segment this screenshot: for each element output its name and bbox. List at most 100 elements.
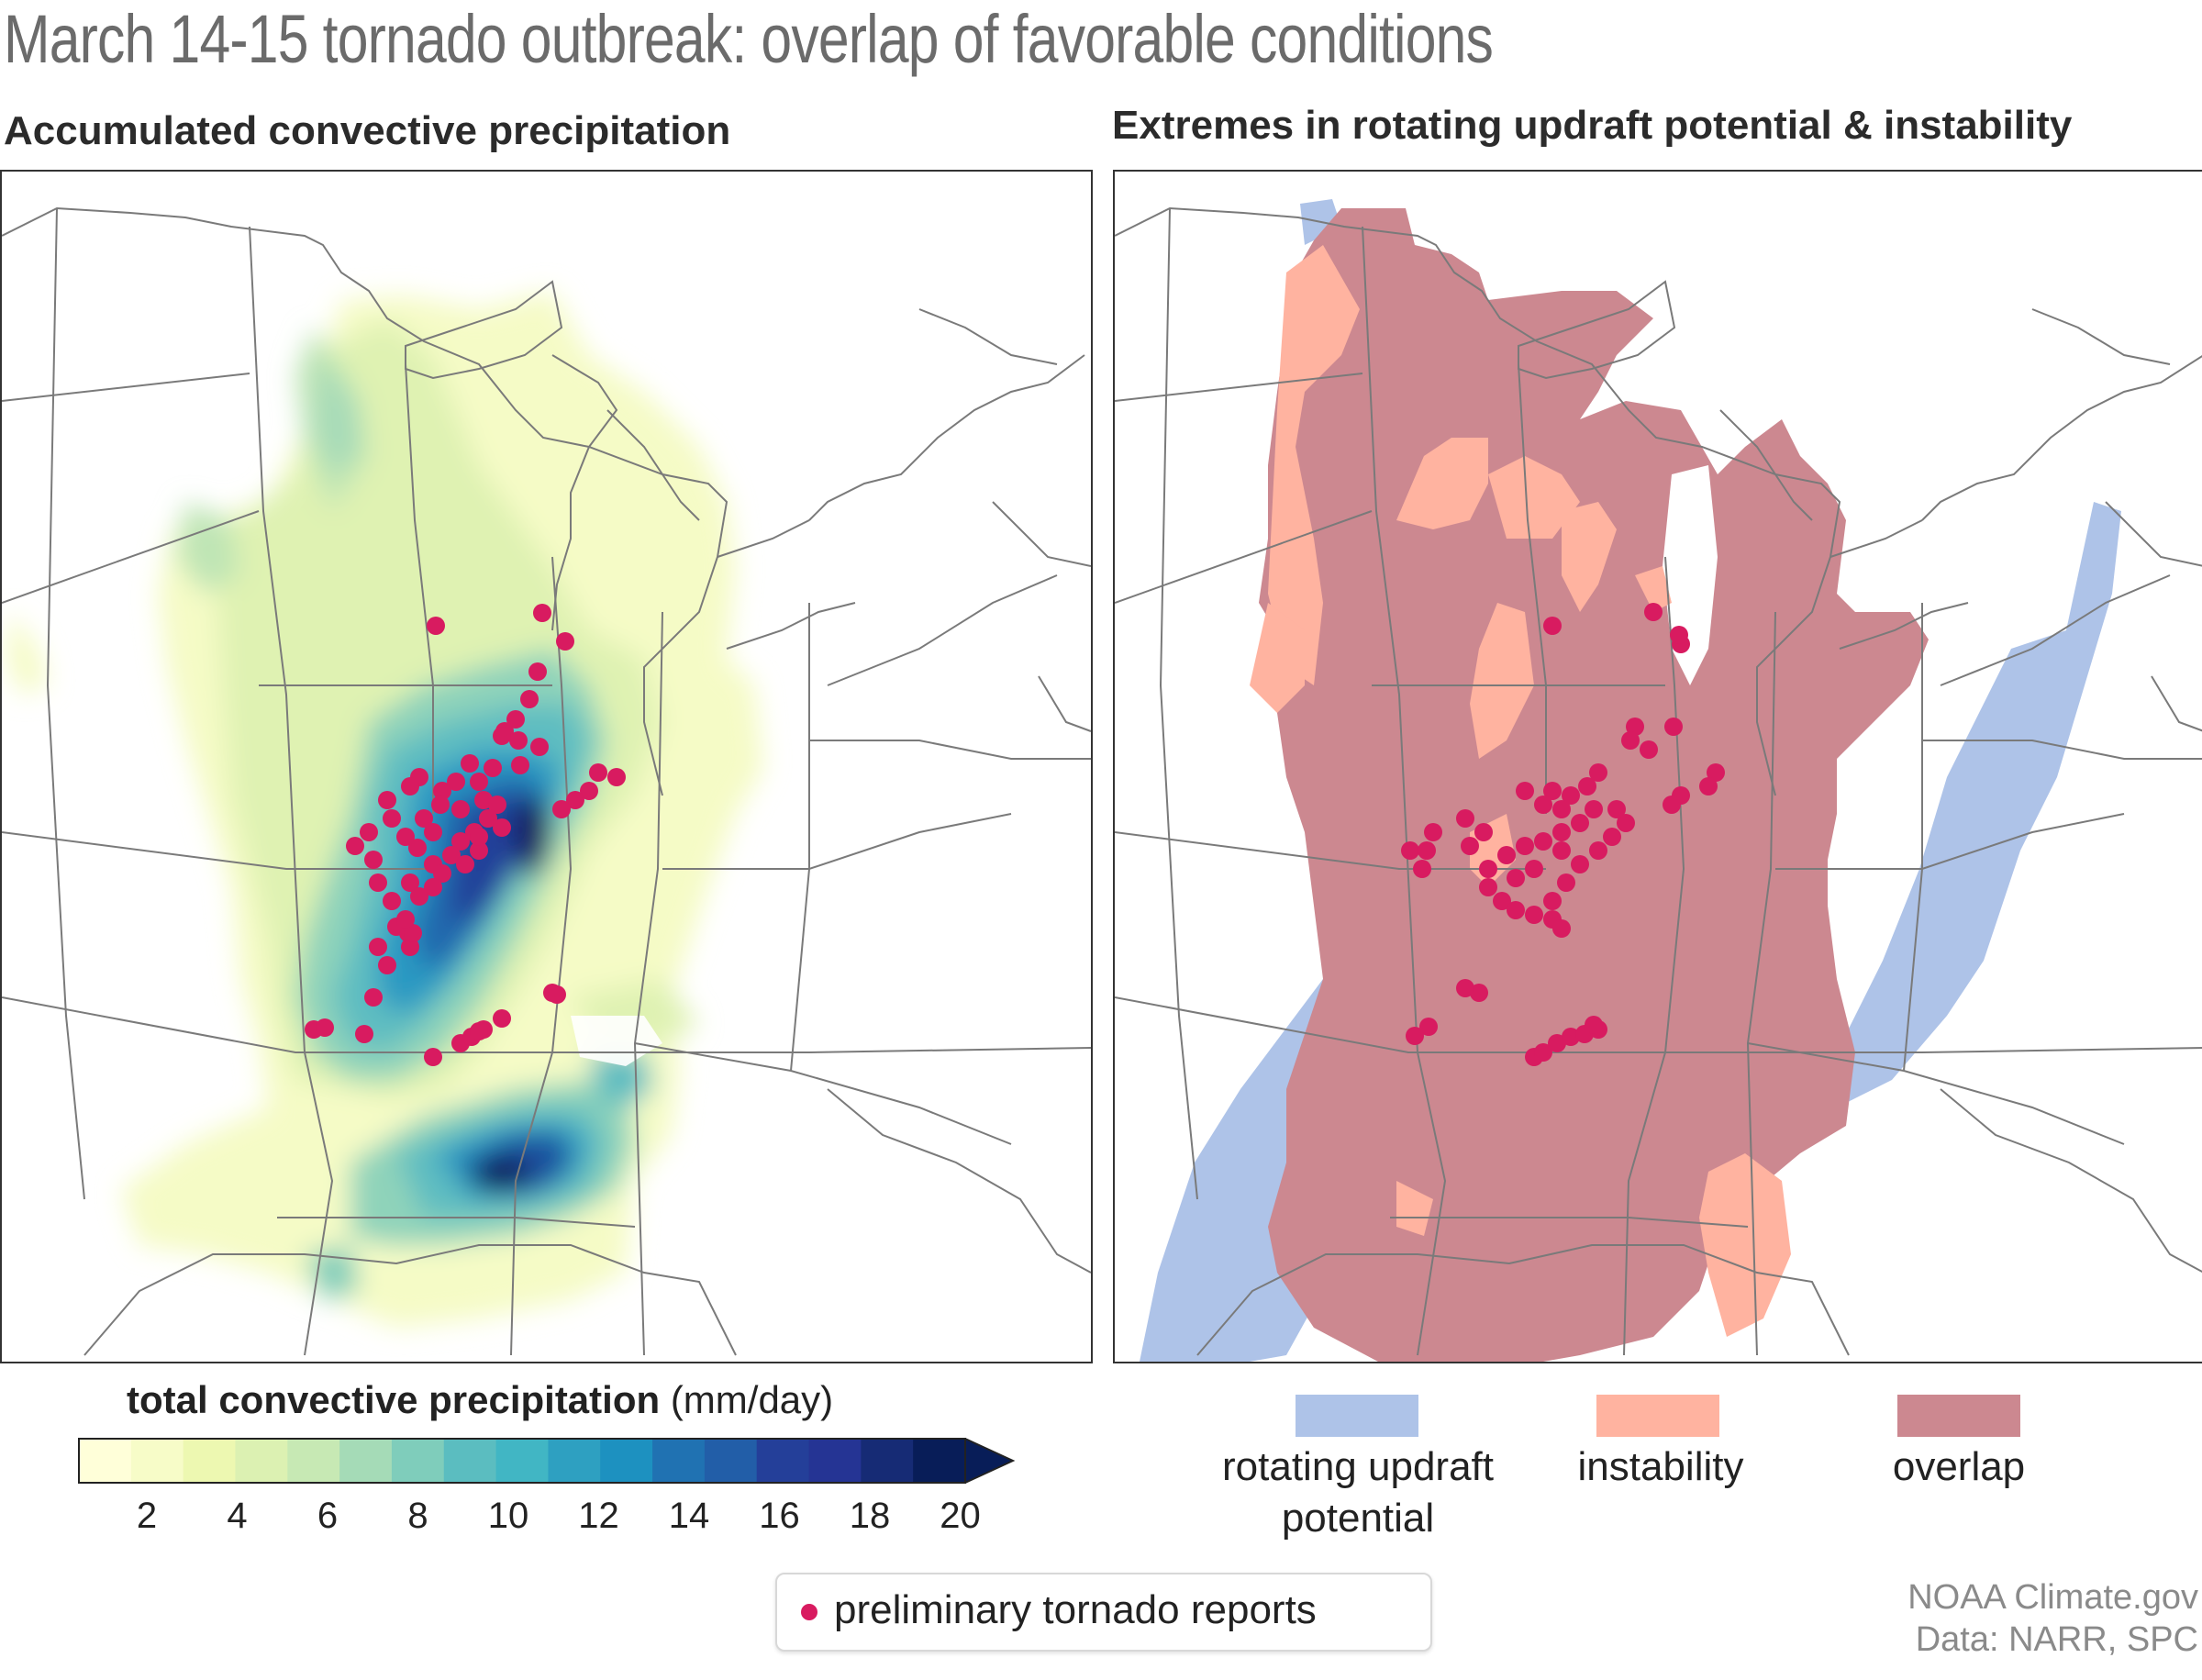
tornado-report-dot <box>509 731 528 750</box>
tornado-report-dot <box>1670 626 1688 644</box>
tornado-report-dot <box>1493 892 1511 910</box>
tornado-report-dot <box>470 841 488 860</box>
colorbar-cell <box>495 1439 550 1483</box>
tornado-report-dot <box>493 727 511 745</box>
tornado-report-dot <box>1406 1027 1424 1045</box>
colorbar-tick-label: 18 <box>849 1496 891 1536</box>
colorbar-tick-label: 16 <box>759 1496 800 1536</box>
tornado-report-dot <box>1585 1016 1603 1034</box>
tornado-report-dot <box>548 985 566 1004</box>
tornado-report-dot <box>378 956 396 974</box>
tornado-report-dot <box>369 938 387 956</box>
colorbar-cell <box>391 1439 445 1483</box>
colorbar-cell <box>913 1439 966 1483</box>
colorbar-tick-label: 14 <box>668 1496 710 1536</box>
colorbar-title-bold: total convective precipitation <box>127 1378 661 1421</box>
tornado-report-dot <box>1479 860 1497 878</box>
tornado-report-dot <box>369 873 387 892</box>
tornado-report-dot <box>1548 1034 1566 1052</box>
legend-label-rotating-updraft: rotating updraft <box>1222 1444 1494 1489</box>
legend-label-instability: instability <box>1577 1444 1744 1489</box>
tornado-report-dot <box>1562 1028 1580 1046</box>
tornado-legend: preliminary tornado reports <box>775 1573 1432 1652</box>
tornado-report-dot <box>556 632 574 651</box>
tornado-report-dot <box>433 864 451 883</box>
tornado-report-dot <box>431 795 450 814</box>
tornado-report-dot <box>470 773 488 791</box>
tornado-report-dot <box>1507 901 1525 919</box>
tornado-report-dot <box>506 710 525 729</box>
colorbar-tick-label: 20 <box>940 1496 981 1536</box>
tornado-report-dot <box>1419 1018 1438 1036</box>
tornado-report-dot <box>396 910 415 929</box>
tornado-report-dot <box>433 782 451 800</box>
tornado-legend-label: preliminary tornado reports <box>834 1587 1317 1632</box>
tornado-report-dot <box>1557 873 1575 892</box>
legend-label-overlap: overlap <box>1892 1444 2026 1489</box>
tornado-report-dot <box>1589 763 1607 782</box>
tornado-report-dot <box>451 800 470 818</box>
legend-swatch-overlap <box>1897 1395 2020 1437</box>
tornado-report-dot <box>442 846 461 864</box>
tornado-report-dot <box>552 800 571 818</box>
tornado-report-dot <box>1699 777 1718 795</box>
tornado-report-dot <box>484 759 502 777</box>
tornado-report-dot <box>396 828 415 846</box>
instability-region <box>1268 245 1360 685</box>
colorbar-cell <box>548 1439 601 1483</box>
tornado-report-dot <box>1543 617 1562 635</box>
tornado-report-dot <box>1589 841 1607 860</box>
colorbar-cell <box>808 1439 862 1483</box>
tornado-report-dot <box>1401 841 1419 860</box>
tornado-report-dot <box>424 823 442 841</box>
colorbar-tick-label: 4 <box>227 1496 248 1536</box>
tornado-report-dot <box>1663 795 1681 814</box>
tornado-report-dot <box>1543 782 1562 800</box>
tornado-report-dot <box>470 828 488 846</box>
tornado-report-dot <box>1461 837 1479 855</box>
tornado-report-dot <box>461 754 479 773</box>
tornado-report-dot <box>1424 823 1442 841</box>
tornado-report-dot <box>520 690 539 708</box>
colorbar-cell <box>861 1439 914 1483</box>
legend-label-rotating-updraft-line2: potential <box>1281 1496 1435 1541</box>
tornado-report-dot <box>493 818 511 837</box>
tornado-report-dot <box>479 809 497 828</box>
tornado-report-dot <box>346 837 364 855</box>
tornado-report-dot <box>401 938 419 956</box>
tornado-report-dot <box>1664 718 1683 736</box>
tornado-report-dot <box>530 738 549 756</box>
credit-line1: NOAA Climate.gov <box>1907 1578 2198 1617</box>
legend-swatch-instability <box>1596 1395 1719 1437</box>
tornado-report-dot <box>1456 809 1474 828</box>
tornado-report-dot <box>447 773 465 791</box>
precipitation-map <box>0 170 1093 1363</box>
tornado-report-dot <box>415 809 433 828</box>
legend-swatch-rotating-updraft <box>1296 1395 1418 1437</box>
colorbar-cell <box>600 1439 653 1483</box>
colorbar <box>78 1438 1016 1484</box>
tornado-report-dot <box>1607 800 1626 818</box>
tornado-reports-right <box>1401 603 1725 1066</box>
tornado-report-dot <box>451 832 470 851</box>
tornado-report-dot <box>424 878 442 896</box>
tornado-report-dot <box>1571 855 1589 873</box>
colorbar-cell <box>287 1439 340 1483</box>
page-title: March 14-15 tornado outbreak: overlap of… <box>4 1 1494 77</box>
precipitation-field <box>6 291 763 1328</box>
tornado-report-dot <box>404 924 422 942</box>
tornado-report-dot <box>1534 832 1552 851</box>
colorbar-cell <box>756 1439 810 1483</box>
colorbar-tick-label: 2 <box>136 1496 158 1536</box>
tornado-report-dot <box>1497 846 1516 864</box>
tornado-report-dot <box>1413 860 1431 878</box>
tornado-report-dot <box>1640 740 1658 759</box>
tornado-report-dot <box>1534 1043 1552 1062</box>
tornado-report-dot <box>456 855 474 873</box>
tornado-report-dot <box>1525 906 1543 924</box>
tornado-report-dot <box>511 756 529 774</box>
tornado-report-dot <box>1474 823 1493 841</box>
colorbar-title-units: (mm/day) <box>670 1378 834 1421</box>
tornado-reports-left <box>305 604 626 1066</box>
state-boundaries <box>2 206 1091 1356</box>
